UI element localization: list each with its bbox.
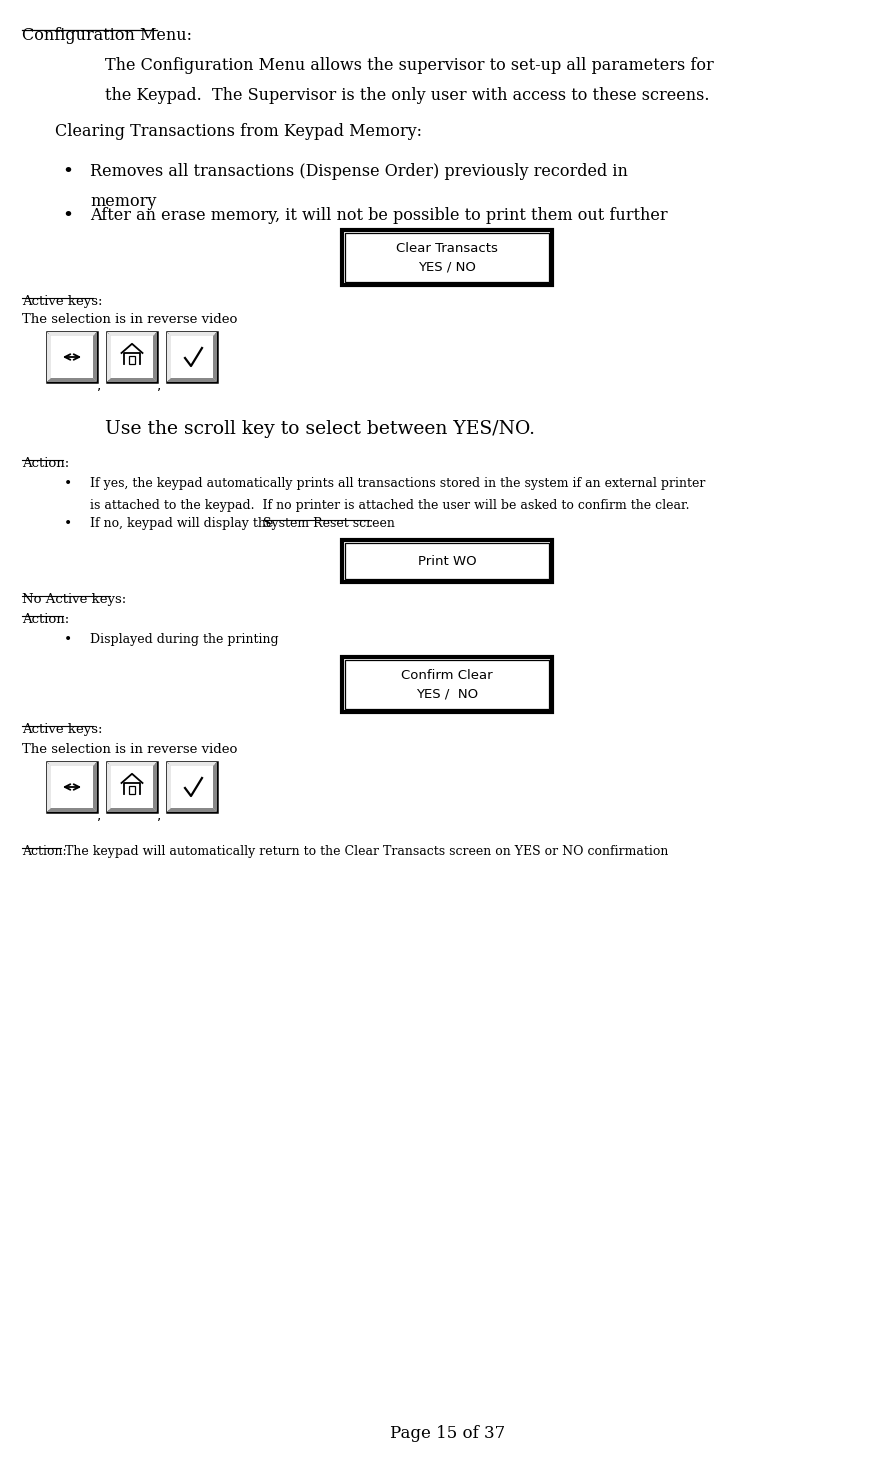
Text: Active keys:: Active keys: [22, 294, 103, 308]
Text: Clearing Transactions from Keypad Memory:: Clearing Transactions from Keypad Memory… [55, 123, 422, 141]
Bar [344, 544, 548, 579]
Polygon shape [167, 378, 216, 382]
Text: ,: , [156, 809, 161, 822]
Bar [171, 766, 213, 809]
Bar [129, 356, 135, 365]
Bar [342, 656, 552, 712]
Text: •: • [63, 517, 72, 530]
Bar [344, 233, 548, 281]
Text: Removes all transactions (Dispense Order) previously recorded in: Removes all transactions (Dispense Order… [90, 163, 628, 180]
Polygon shape [93, 333, 97, 382]
Polygon shape [47, 333, 97, 335]
Polygon shape [213, 762, 216, 812]
Text: The keypad will automatically return to the Clear Transacts screen on YES or NO : The keypad will automatically return to … [61, 845, 668, 858]
Text: Use the scroll key to select between YES/NO.: Use the scroll key to select between YES… [105, 420, 535, 438]
Text: is attached to the keypad.  If no printer is attached the user will be asked to : is attached to the keypad. If no printer… [90, 500, 688, 511]
Polygon shape [213, 333, 216, 382]
Polygon shape [107, 809, 156, 812]
Bar [167, 333, 216, 382]
Text: memory: memory [90, 193, 156, 209]
Text: Page 15 of 37: Page 15 of 37 [390, 1424, 504, 1442]
Bar [167, 762, 216, 812]
Text: Configuration Menu:: Configuration Menu: [22, 26, 192, 44]
Bar [107, 762, 156, 812]
Text: the Keypad.  The Supervisor is the only user with access to these screens.: the Keypad. The Supervisor is the only u… [105, 86, 709, 104]
Text: .: . [368, 517, 373, 530]
Bar [342, 230, 552, 286]
Text: The selection is in reverse video: The selection is in reverse video [22, 743, 237, 756]
Bar [51, 766, 93, 809]
Text: If yes, the keypad automatically prints all transactions stored in the system if: If yes, the keypad automatically prints … [90, 478, 704, 489]
Bar [111, 766, 153, 809]
Polygon shape [107, 333, 111, 382]
Polygon shape [167, 333, 216, 335]
Polygon shape [107, 762, 156, 766]
Text: •: • [63, 633, 72, 648]
Text: ,: , [97, 809, 101, 822]
Bar [342, 541, 552, 582]
Text: The Configuration Menu allows the supervisor to set-up all parameters for: The Configuration Menu allows the superv… [105, 57, 713, 75]
Text: •: • [63, 207, 73, 226]
Text: The selection is in reverse video: The selection is in reverse video [22, 314, 237, 327]
Text: Print WO: Print WO [417, 554, 476, 567]
Polygon shape [153, 333, 156, 382]
Polygon shape [47, 809, 97, 812]
Polygon shape [107, 762, 111, 812]
Polygon shape [107, 333, 156, 335]
Text: •: • [63, 478, 72, 491]
Text: Confirm Clear: Confirm Clear [401, 670, 493, 681]
Bar [107, 333, 156, 382]
Text: •: • [63, 163, 73, 182]
Text: ,: , [97, 378, 101, 393]
Text: YES / NO: YES / NO [417, 261, 476, 272]
Bar [51, 335, 93, 378]
Text: ,: , [156, 378, 161, 393]
Text: YES /  NO: YES / NO [416, 687, 477, 700]
Polygon shape [47, 762, 97, 766]
Polygon shape [167, 762, 171, 812]
Bar [171, 335, 213, 378]
Text: If no, keypad will display the: If no, keypad will display the [90, 517, 277, 530]
Text: Action:: Action: [22, 612, 69, 626]
Text: Active keys:: Active keys: [22, 724, 103, 735]
Bar [344, 661, 548, 709]
Polygon shape [47, 378, 97, 382]
Polygon shape [167, 333, 171, 382]
Text: System Reset screen: System Reset screen [263, 517, 394, 530]
Polygon shape [167, 809, 216, 812]
Text: Action:: Action: [22, 845, 66, 858]
Text: Action:: Action: [22, 457, 69, 470]
Bar [111, 335, 153, 378]
Text: Displayed during the printing: Displayed during the printing [90, 633, 278, 646]
Bar [47, 762, 97, 812]
Bar [47, 333, 97, 382]
Text: Clear Transacts: Clear Transacts [396, 242, 497, 255]
Polygon shape [107, 378, 156, 382]
Polygon shape [93, 762, 97, 812]
Polygon shape [167, 762, 216, 766]
Bar [129, 787, 135, 794]
Polygon shape [47, 333, 51, 382]
Polygon shape [47, 762, 51, 812]
Text: No Active keys:: No Active keys: [22, 593, 126, 607]
Text: After an erase memory, it will not be possible to print them out further: After an erase memory, it will not be po… [90, 207, 667, 224]
Polygon shape [153, 762, 156, 812]
